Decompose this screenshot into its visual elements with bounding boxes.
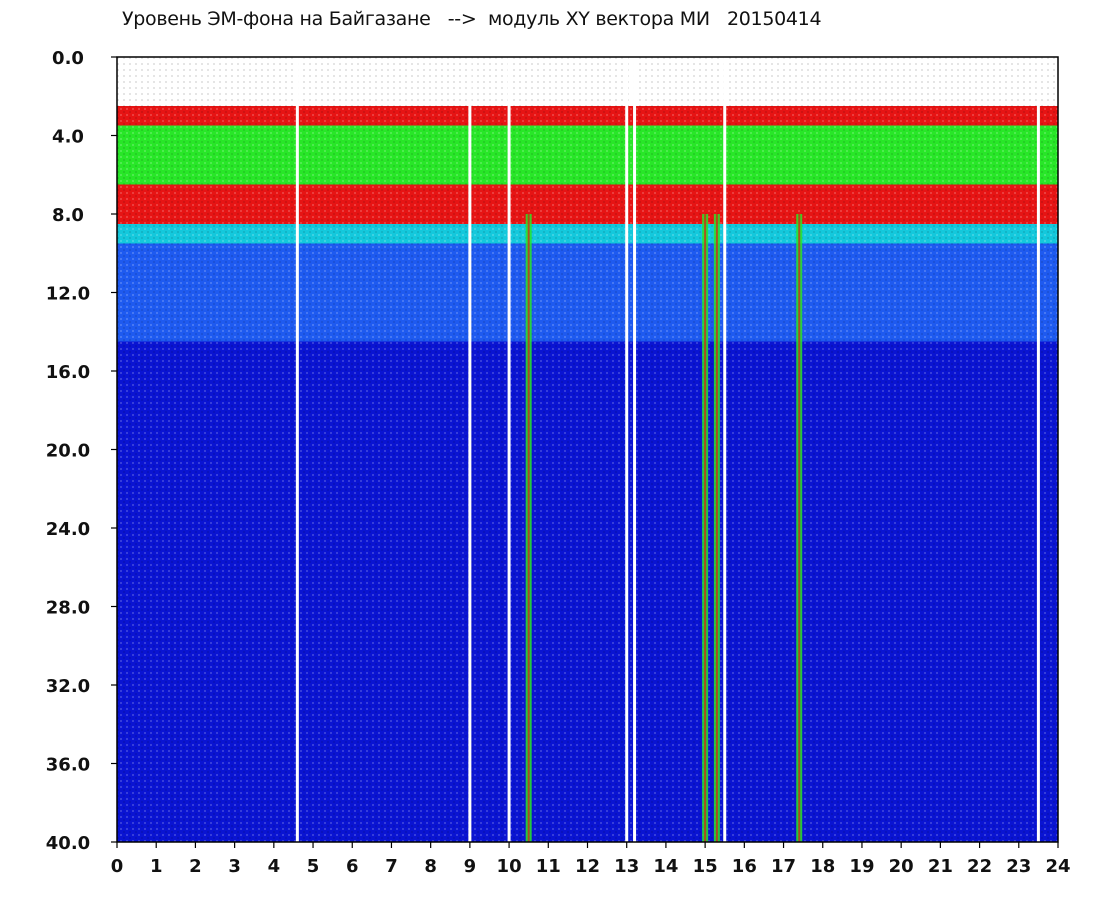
x-tick-label: 1 <box>150 856 163 877</box>
dip-core <box>715 214 718 842</box>
x-tick-label: 10 <box>497 856 522 877</box>
dip-core <box>527 214 530 842</box>
x-tick-label: 20 <box>889 856 914 877</box>
y-tick-label: 36.0 <box>46 755 90 776</box>
x-tick-label: 12 <box>575 856 600 877</box>
data-gap <box>723 57 727 842</box>
data-gap <box>468 57 472 842</box>
y-tick-label: 4.0 <box>52 127 84 148</box>
x-tick-label: 5 <box>307 856 320 877</box>
x-axis: 0 1 2 3 4 5 6 7 8 9 10 11 12 13 14 15 16 17 18 19 20 21 22 23 24 <box>111 842 1071 877</box>
x-tick-label: 18 <box>810 856 835 877</box>
y-tick-label: 0.0 <box>52 48 84 69</box>
y-tick-label: 16.0 <box>46 362 90 383</box>
x-tick-label: 24 <box>1045 856 1070 877</box>
x-tick-label: 7 <box>385 856 398 877</box>
x-tick-label: 2 <box>189 856 202 877</box>
data-gap <box>633 57 637 842</box>
dip-core <box>798 214 801 842</box>
x-tick-label: 4 <box>268 856 281 877</box>
x-tick-label: 9 <box>464 856 477 877</box>
data-gap <box>295 57 299 842</box>
x-tick-label: 19 <box>849 856 874 877</box>
x-tick-label: 0 <box>111 856 124 877</box>
x-tick-label: 21 <box>928 856 953 877</box>
x-tick-label: 13 <box>614 856 639 877</box>
y-tick-label: 12.0 <box>46 284 90 305</box>
x-tick-label: 3 <box>228 856 241 877</box>
x-tick-label: 15 <box>693 856 718 877</box>
data-gap <box>507 57 511 842</box>
x-tick-label: 8 <box>424 856 437 877</box>
x-tick-label: 17 <box>771 856 796 877</box>
spectrogram-texture <box>117 57 1058 842</box>
y-tick-label: 8.0 <box>52 205 84 226</box>
y-tick-label: 32.0 <box>46 676 90 697</box>
chart-title: Уровень ЭМ-фона на Байгазане --> модуль … <box>122 8 822 30</box>
x-tick-label: 22 <box>967 856 992 877</box>
dip-core <box>704 214 707 842</box>
x-tick-label: 23 <box>1006 856 1031 877</box>
y-tick-label: 24.0 <box>46 519 90 540</box>
x-tick-label: 6 <box>346 856 359 877</box>
y-tick-label: 40.0 <box>46 833 90 854</box>
x-tick-label: 16 <box>732 856 757 877</box>
x-tick-label: 11 <box>536 856 561 877</box>
y-tick-label: 20.0 <box>46 441 90 462</box>
y-tick-label: 28.0 <box>46 598 90 619</box>
data-gap <box>625 57 629 842</box>
y-axis: 0.0 4.0 8.0 12.0 16.0 20.0 24.0 28.0 32.0 36.0 40.… <box>46 48 117 854</box>
plot-area <box>117 57 1058 842</box>
data-gap <box>1036 57 1040 842</box>
x-tick-label: 14 <box>653 856 678 877</box>
